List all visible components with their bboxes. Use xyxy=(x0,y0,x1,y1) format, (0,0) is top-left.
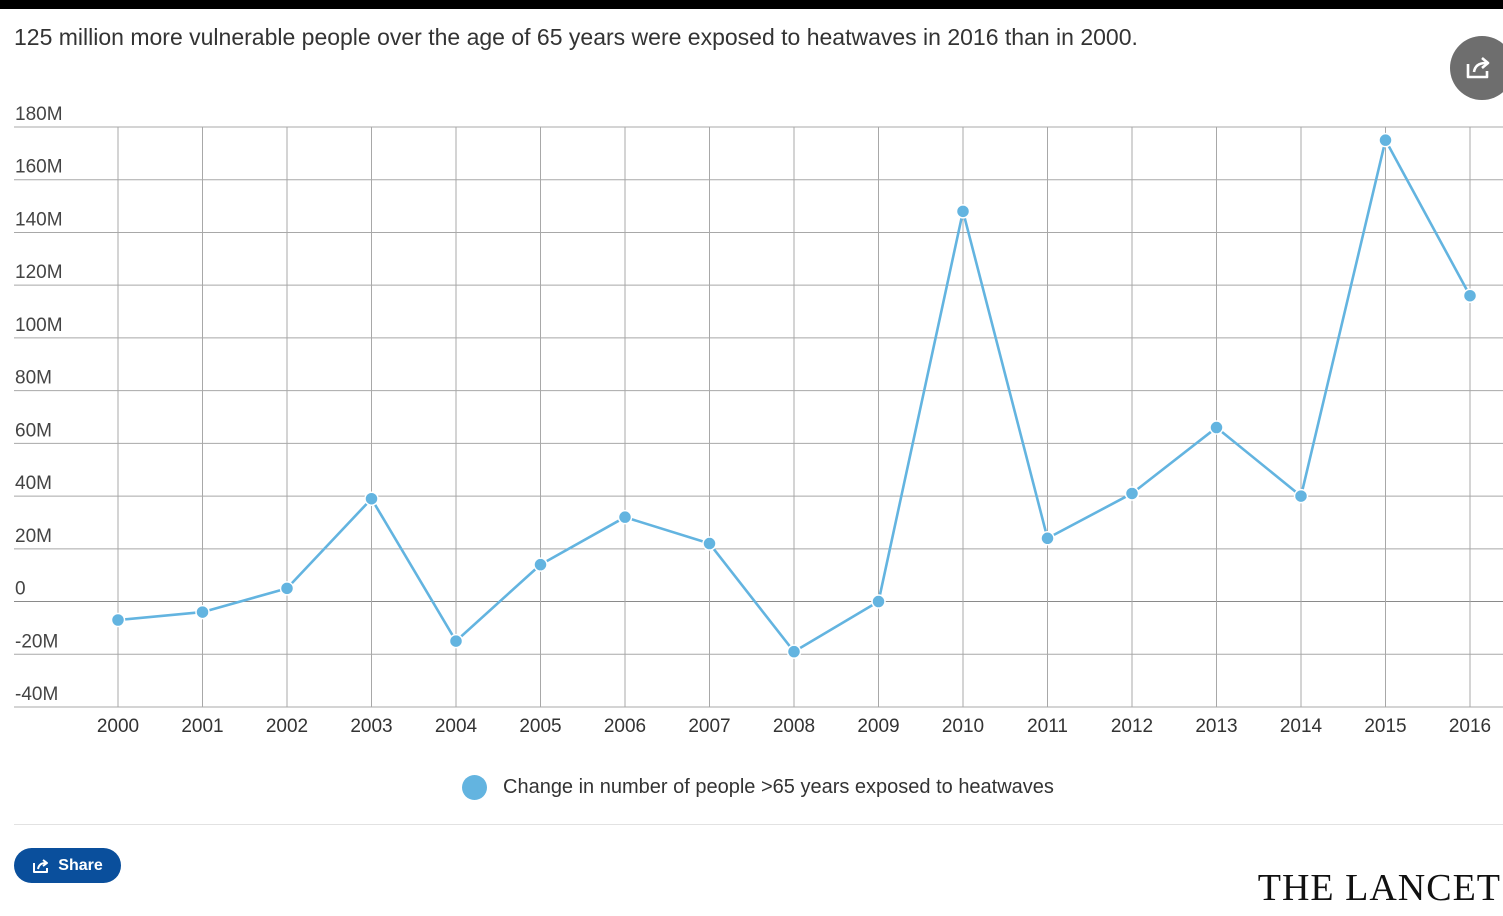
data-point[interactable] xyxy=(871,594,886,609)
data-point[interactable] xyxy=(1040,531,1055,546)
x-tick-label: 2004 xyxy=(435,716,478,737)
share-icon xyxy=(32,858,50,874)
x-tick-label: 2002 xyxy=(266,716,308,737)
y-tick-label: 180M xyxy=(15,104,63,125)
x-axis-ticks: 2000 2001 2002 2003 2004 2005 2006 2007 2008 2009… xyxy=(97,716,1491,737)
x-tick-label: 2010 xyxy=(942,716,984,737)
legend-label: Change in number of people >65 years exp… xyxy=(503,776,1054,798)
data-point[interactable] xyxy=(533,557,548,572)
data-point[interactable] xyxy=(1462,288,1478,303)
legend[interactable]: Change in number of people >65 years exp… xyxy=(462,775,1054,800)
legend-marker xyxy=(462,775,487,800)
x-tick-label: 2013 xyxy=(1195,716,1237,737)
data-point[interactable] xyxy=(110,612,126,628)
data-point[interactable] xyxy=(1378,132,1393,148)
line-chart: 180M 160M 140M 120M 100M 80M 60M 40M 20M 0 -20M -40… xyxy=(14,104,1503,737)
share-button-label: Share xyxy=(58,856,103,874)
data-series xyxy=(110,132,1478,659)
x-tick-label: 2015 xyxy=(1364,716,1406,737)
x-tick-label: 2011 xyxy=(1027,716,1068,737)
share-floating-button[interactable] xyxy=(1450,36,1503,100)
lancet-logo: THE LANCET xyxy=(1257,867,1501,909)
x-tick-label: 2014 xyxy=(1280,716,1323,737)
x-tick-label: 2009 xyxy=(857,716,899,737)
share-arrow-icon xyxy=(1466,57,1490,79)
y-tick-label: 60M xyxy=(15,420,52,441)
data-point[interactable] xyxy=(702,536,717,551)
top-bar xyxy=(0,0,1503,9)
data-point[interactable] xyxy=(279,581,295,596)
y-tick-label: 120M xyxy=(15,262,63,283)
data-point[interactable] xyxy=(786,644,802,659)
chart-title: 125 million more vulnerable people over … xyxy=(14,24,1138,50)
x-tick-label: 2006 xyxy=(604,716,646,737)
y-tick-label: 140M xyxy=(15,209,63,230)
data-point[interactable] xyxy=(1124,486,1140,501)
x-tick-label: 2016 xyxy=(1449,716,1491,737)
data-point[interactable] xyxy=(955,204,971,219)
data-point[interactable] xyxy=(1209,420,1224,435)
x-tick-label: 2003 xyxy=(350,716,392,737)
y-tick-label: 100M xyxy=(15,315,63,336)
x-tick-label: 2008 xyxy=(773,716,815,737)
y-tick-label: 40M xyxy=(15,473,52,494)
y-tick-label: 0 xyxy=(15,579,26,600)
data-point[interactable] xyxy=(195,604,210,620)
x-tick-label: 2007 xyxy=(688,716,730,737)
x-tick-label: 2005 xyxy=(519,716,561,737)
y-tick-label: 160M xyxy=(15,157,63,178)
y-tick-label: 80M xyxy=(15,368,52,389)
y-tick-label: -40M xyxy=(15,684,58,705)
footer-divider xyxy=(14,824,1503,825)
y-axis-ticks: 180M 160M 140M 120M 100M 80M 60M 40M 20M 0 -20M -40… xyxy=(15,104,63,705)
data-point[interactable] xyxy=(364,491,379,506)
y-tick-label: 20M xyxy=(15,526,52,547)
data-point[interactable] xyxy=(617,509,633,525)
x-tick-label: 2001 xyxy=(181,716,223,737)
data-point[interactable] xyxy=(1293,488,1309,504)
data-point[interactable] xyxy=(448,633,464,649)
x-tick-label: 2012 xyxy=(1111,716,1153,737)
gridlines xyxy=(14,126,1503,708)
share-button[interactable]: Share xyxy=(14,848,121,883)
x-tick-label: 2000 xyxy=(97,716,139,737)
y-tick-label: -20M xyxy=(15,631,58,652)
